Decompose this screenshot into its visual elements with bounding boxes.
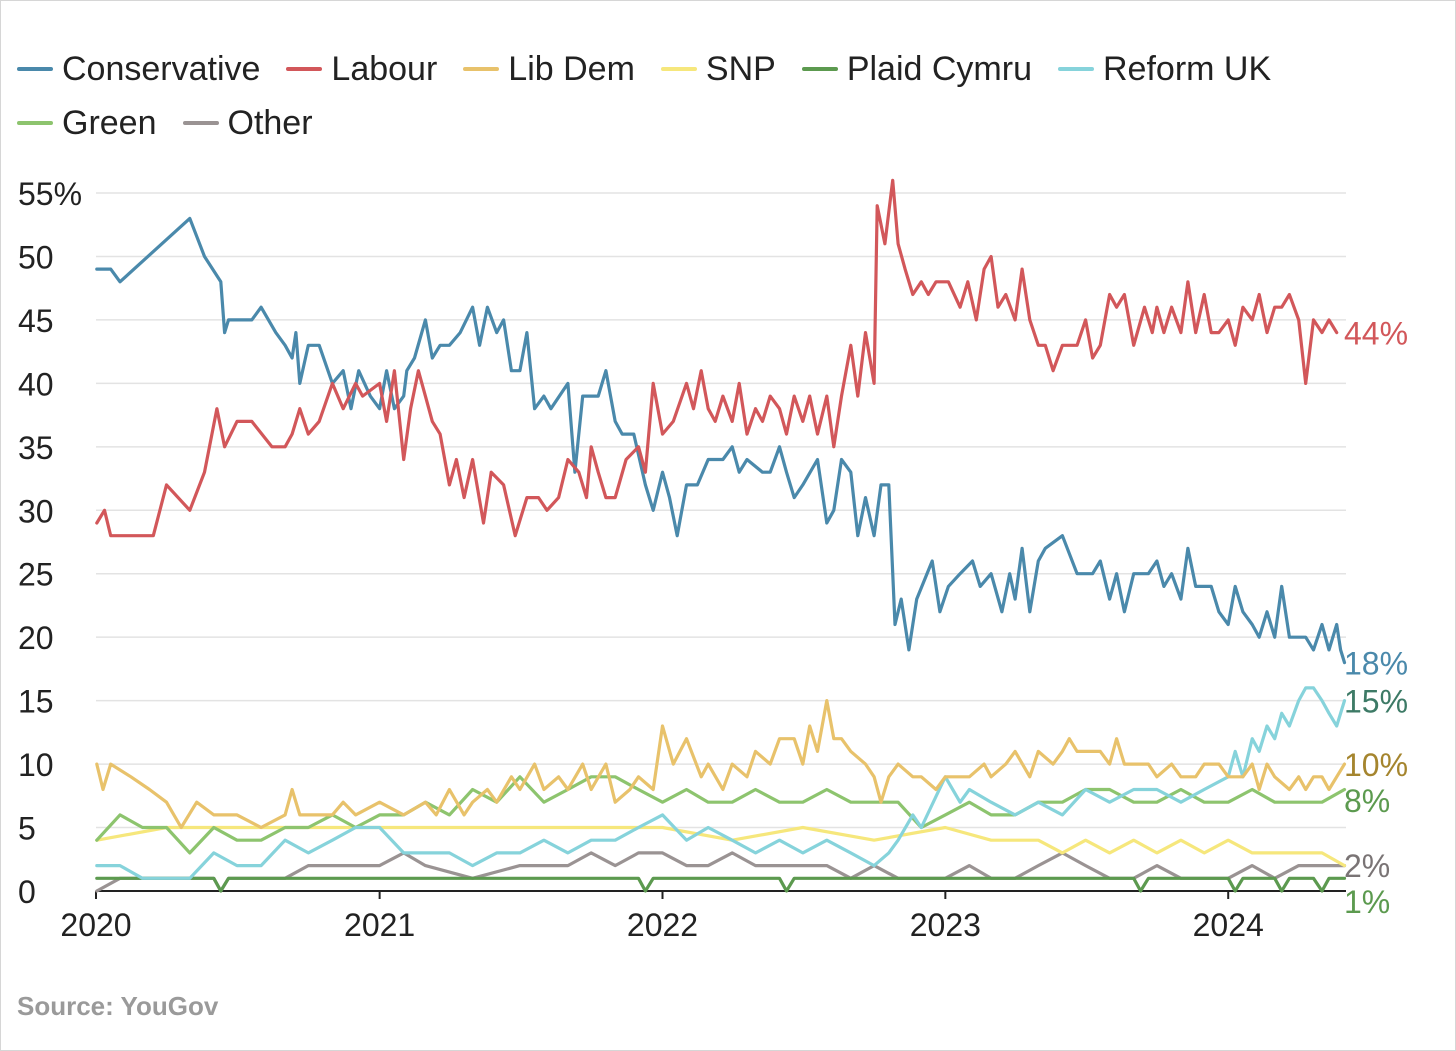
y-tick-label: 10: [18, 747, 54, 783]
legend-label: Reform UK: [1103, 50, 1272, 88]
y-tick-label: 30: [18, 493, 54, 529]
y-tick-label: 40: [18, 366, 54, 402]
end-label-lib-dem: 10%: [1344, 747, 1408, 783]
legend-label: Lib Dem: [508, 50, 635, 88]
legend-swatch: [660, 67, 697, 71]
end-label-green: 8%: [1344, 783, 1390, 819]
legend-label: SNP: [705, 50, 776, 88]
source-note: Source: YouGov: [17, 991, 219, 1021]
legend-label: Other: [227, 104, 313, 142]
y-tick-label: 5: [18, 811, 36, 847]
legend-item-other: Other: [182, 103, 313, 143]
series-line-green: [95, 775, 1347, 855]
y-tick-label: 15: [18, 684, 54, 720]
legend-swatch: [182, 121, 219, 125]
legend-swatch: [286, 67, 323, 71]
series-line-conservative: [95, 216, 1347, 665]
legend-item-conservative: Conservative: [17, 49, 260, 89]
legend-item-plaid-cymru: Plaid Cymru: [801, 49, 1032, 89]
legend-item-reform-uk: Reform UK: [1058, 49, 1271, 89]
legend-label: Plaid Cymru: [846, 50, 1032, 88]
series-line-other: [95, 851, 1347, 893]
series-line-reform-uk: [95, 686, 1347, 880]
end-label-other: 2%: [1344, 848, 1390, 884]
legend-swatch: [463, 67, 500, 71]
x-tick-label: 2024: [1193, 907, 1264, 943]
legend-label: Conservative: [62, 50, 261, 88]
legend-swatch: [801, 67, 838, 71]
legend-swatch: [1058, 67, 1094, 71]
series-line-lib-dem: [95, 698, 1347, 830]
legend-swatch: [17, 121, 53, 125]
legend-label: Labour: [331, 50, 438, 88]
y-tick-label: 35: [18, 430, 54, 466]
end-label-plaid-cymru: 1%: [1344, 884, 1390, 920]
x-tick-label: 2020: [60, 907, 131, 943]
x-tick-label: 2021: [344, 907, 415, 943]
end-label-reform-uk: 15%: [1344, 684, 1408, 720]
legend-swatch: [17, 67, 53, 71]
y-tick-label: 25: [18, 557, 54, 593]
y-tick-label: 0: [18, 874, 36, 910]
legend-item-green: Green: [17, 103, 157, 143]
y-tick-label: 20: [18, 620, 54, 656]
legend-item-lib-dem: Lib Dem: [463, 49, 635, 89]
y-tick-label: 50: [18, 239, 54, 275]
chart-legend: Conservative Labour Lib Dem SNP Plaid Cymru R…: [17, 49, 1277, 143]
end-label-labour: 44%: [1344, 316, 1408, 352]
y-tick-label: 55%: [18, 176, 82, 212]
x-tick-label: 2022: [627, 907, 698, 943]
y-tick-label: 45: [18, 303, 54, 339]
series-line-snp: [95, 825, 1347, 868]
series-line-labour: [95, 178, 1339, 538]
legend-label: Green: [62, 104, 157, 142]
series-line-plaid-cymru: [95, 876, 1347, 893]
legend-item-snp: SNP: [660, 49, 776, 89]
x-tick-label: 2023: [910, 907, 981, 943]
legend-item-labour: Labour: [286, 49, 437, 89]
end-label-conservative: 18%: [1344, 646, 1408, 682]
